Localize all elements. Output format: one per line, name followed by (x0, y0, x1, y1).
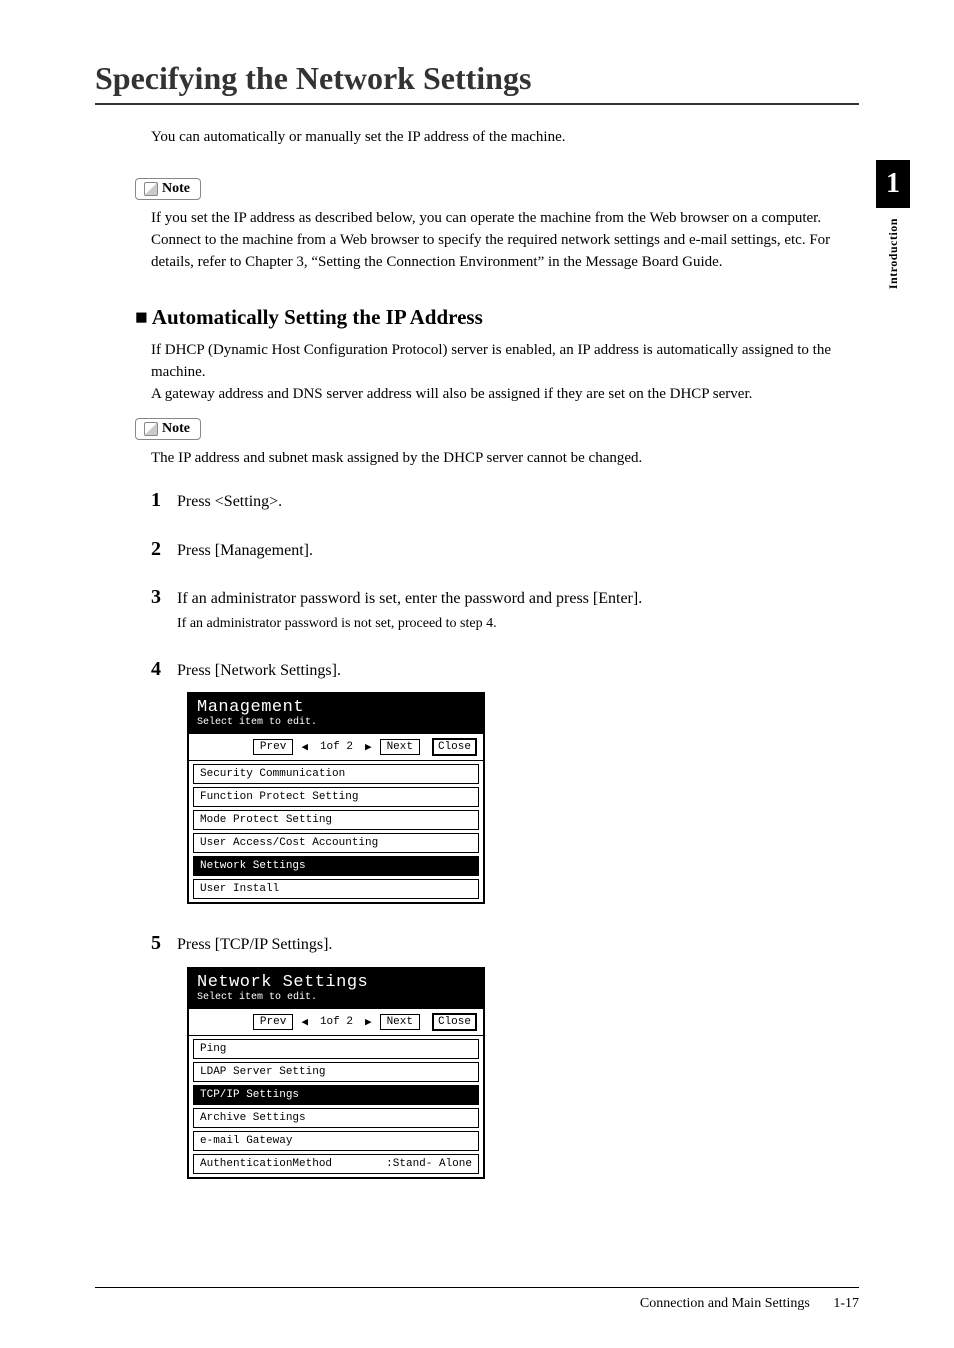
nav-arrow-left: ◀ (297, 1015, 312, 1029)
note-label: Note (135, 178, 201, 200)
chapter-side-tab: 1 Introduction (876, 160, 910, 289)
section-paragraph: If DHCP (Dynamic Host Configuration Prot… (151, 340, 859, 405)
close-button[interactable]: Close (432, 1013, 477, 1031)
screen-nav-bar: Prev ◀ 1of 2 ▶ Next Close (189, 1009, 483, 1036)
note-body: If you set the IP address as described b… (151, 208, 859, 273)
menu-item-label: AuthenticationMethod (200, 1158, 332, 1170)
note-label: Note (135, 418, 201, 440)
step-number: 3 (151, 586, 177, 609)
step-number: 1 (151, 489, 177, 512)
page-title: Specifying the Network Settings (95, 60, 859, 105)
step-2: 2 Press [Management]. (151, 538, 859, 562)
step-main-text: If an administrator password is set, ent… (177, 590, 642, 607)
menu-list: Ping LDAP Server Setting TCP/IP Settings… (189, 1039, 483, 1174)
menu-item-mode-protect[interactable]: Mode Protect Setting (193, 810, 479, 830)
chapter-number: 1 (876, 160, 910, 208)
menu-item-function-protect[interactable]: Function Protect Setting (193, 787, 479, 807)
prev-button[interactable]: Prev (253, 1014, 293, 1030)
step-number: 2 (151, 538, 177, 561)
screen-title: Management (197, 698, 475, 717)
page-indicator: 1of 2 (316, 741, 357, 753)
screen-title: Network Settings (197, 973, 475, 992)
menu-item-user-install[interactable]: User Install (193, 879, 479, 899)
menu-item-auth-method[interactable]: AuthenticationMethod :Stand- Alone (193, 1154, 479, 1174)
note-body: The IP address and subnet mask assigned … (151, 448, 859, 470)
step-1: 1 Press <Setting>. (151, 489, 859, 513)
step-text: If an administrator password is set, ent… (177, 586, 642, 634)
screen-header: Management Select item to edit. (189, 694, 483, 734)
step-4: 4 Press [Network Settings]. (151, 658, 859, 682)
page-indicator: 1of 2 (316, 1016, 357, 1028)
nav-arrow-right: ▶ (361, 1015, 376, 1029)
next-button[interactable]: Next (380, 1014, 420, 1030)
screen-header: Network Settings Select item to edit. (189, 969, 483, 1009)
menu-item-archive[interactable]: Archive Settings (193, 1108, 479, 1128)
intro-paragraph: You can automatically or manually set th… (151, 127, 859, 148)
menu-item-value: :Stand- Alone (386, 1158, 472, 1170)
step-subtext: If an administrator password is not set,… (177, 614, 642, 634)
close-button[interactable]: Close (432, 738, 477, 756)
screen-nav-bar: Prev ◀ 1of 2 ▶ Next Close (189, 734, 483, 761)
chapter-label: Introduction (886, 218, 901, 289)
menu-item-network-settings[interactable]: Network Settings (193, 856, 479, 876)
step-5: 5 Press [TCP/IP Settings]. (151, 932, 859, 956)
step-text: Press [Management]. (177, 538, 313, 562)
menu-list: Security Communication Function Protect … (189, 764, 483, 899)
step-3: 3 If an administrator password is set, e… (151, 586, 859, 634)
section-para-2: A gateway address and DNS server address… (151, 386, 752, 402)
network-settings-screen: Network Settings Select item to edit. Pr… (187, 967, 485, 1179)
menu-item-email-gateway[interactable]: e-mail Gateway (193, 1131, 479, 1151)
step-number: 5 (151, 932, 177, 955)
step-text: Press <Setting>. (177, 489, 282, 513)
section-para-1: If DHCP (Dynamic Host Configuration Prot… (151, 342, 831, 380)
screen-subtitle: Select item to edit. (197, 717, 475, 728)
prev-button[interactable]: Prev (253, 739, 293, 755)
step-text: Press [Network Settings]. (177, 658, 341, 682)
nav-arrow-right: ▶ (361, 740, 376, 754)
step-number: 4 (151, 658, 177, 681)
footer-title: Connection and Main Settings (640, 1296, 810, 1311)
management-screen: Management Select item to edit. Prev ◀ 1… (187, 692, 485, 904)
section-heading: Automatically Setting the IP Address (135, 305, 859, 330)
footer-page-number: 1-17 (833, 1296, 859, 1311)
nav-arrow-left: ◀ (297, 740, 312, 754)
screen-subtitle: Select item to edit. (197, 992, 475, 1003)
menu-item-security-communication[interactable]: Security Communication (193, 764, 479, 784)
menu-item-ldap[interactable]: LDAP Server Setting (193, 1062, 479, 1082)
menu-item-user-access[interactable]: User Access/Cost Accounting (193, 833, 479, 853)
menu-item-ping[interactable]: Ping (193, 1039, 479, 1059)
next-button[interactable]: Next (380, 739, 420, 755)
menu-item-tcpip[interactable]: TCP/IP Settings (193, 1085, 479, 1105)
page-footer: Connection and Main Settings 1-17 (95, 1287, 859, 1312)
step-text: Press [TCP/IP Settings]. (177, 932, 332, 956)
